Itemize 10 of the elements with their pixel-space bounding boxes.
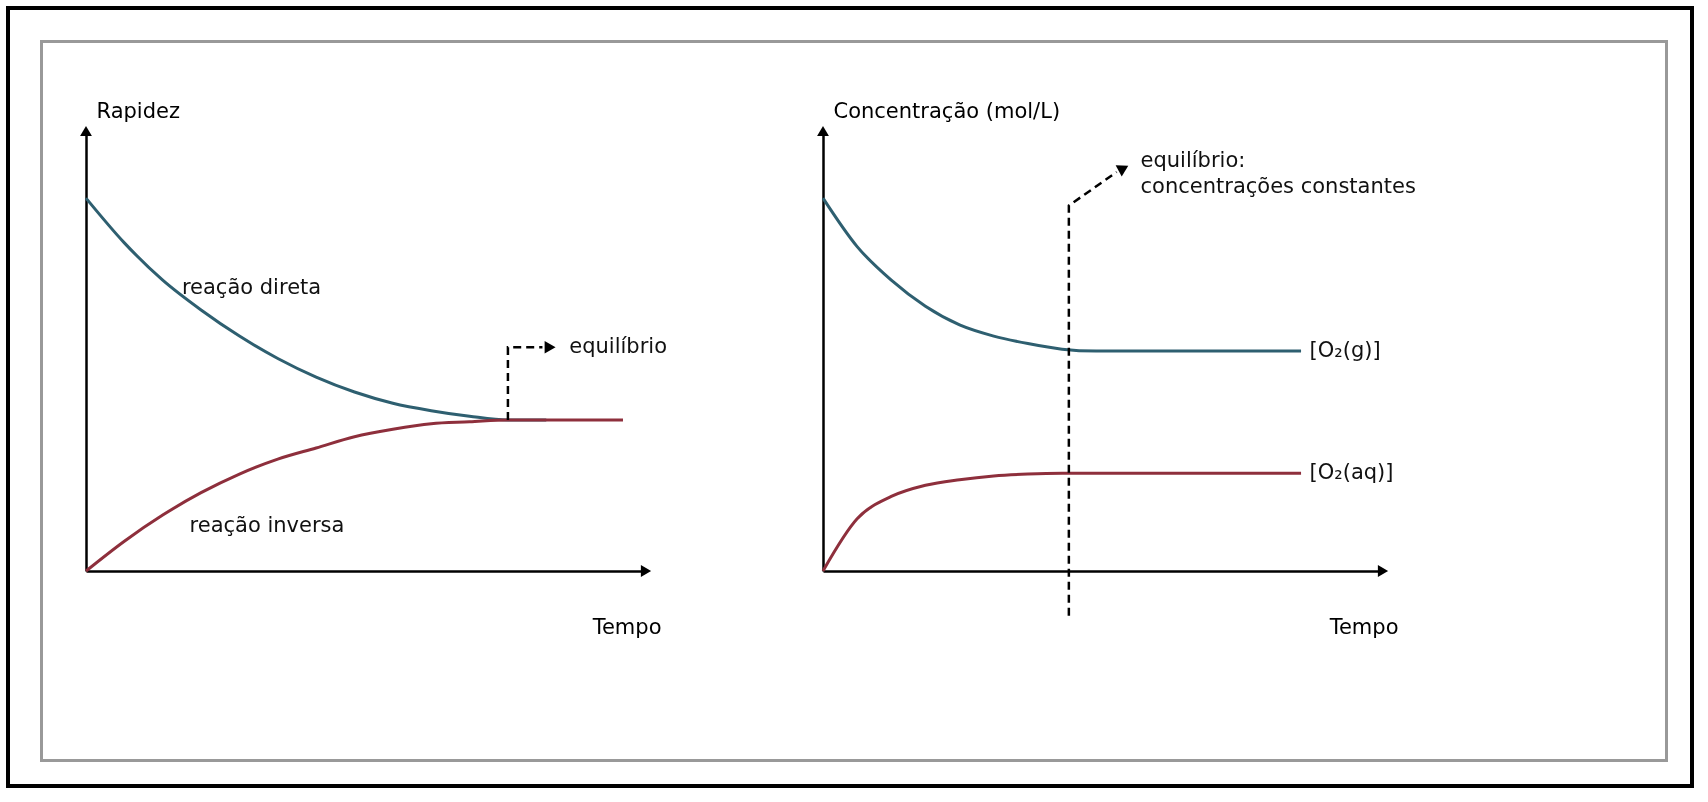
- y-axis-title: Rapidez: [96, 98, 180, 123]
- series-label: reação inversa: [189, 513, 345, 538]
- series-label: reação direta: [181, 274, 322, 299]
- text: equilíbrio: concentrações constantes: [1140, 147, 1416, 198]
- series-label: [O₂(aq)]: [1309, 460, 1394, 485]
- series-label: [O₂(g)]: [1309, 338, 1381, 362]
- x-axis-title: Tempo: [591, 614, 662, 639]
- annotation: equilíbrio: [569, 334, 668, 359]
- y-axis-title: Concentração (mol/L): [833, 98, 1061, 123]
- x-axis-title: Tempo: [1328, 614, 1399, 639]
